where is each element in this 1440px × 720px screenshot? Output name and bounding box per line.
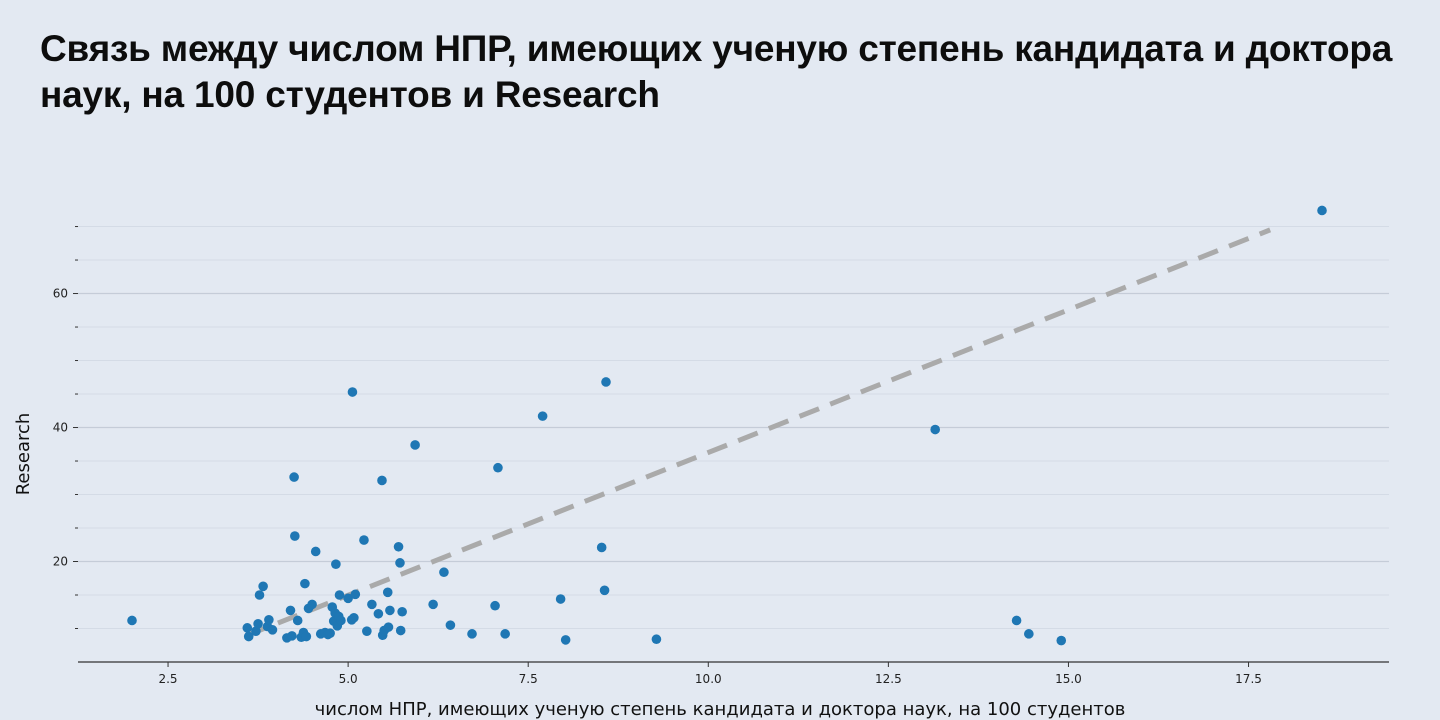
data-point (300, 578, 310, 589)
data-point (410, 440, 420, 450)
data-point (243, 631, 254, 642)
data-point (307, 599, 317, 610)
data-point (349, 612, 359, 623)
data-point (596, 542, 607, 553)
data-point (1011, 615, 1022, 626)
data-point (1056, 635, 1067, 646)
data-point (445, 620, 456, 630)
data-point (310, 546, 321, 557)
data-point (560, 635, 571, 645)
data-point (350, 589, 361, 600)
data-point (493, 462, 503, 473)
y-axis-label: Research (13, 413, 34, 496)
x-tick-label: 7.5 (519, 672, 538, 686)
grid (78, 226, 1389, 630)
data-point (490, 600, 500, 611)
chart-title: Связь между числом НПР, имеющих ученую с… (40, 26, 1420, 118)
chart-title-line-1: Связь между числом НПР, имеющих ученую с… (40, 28, 1393, 69)
data-point (377, 475, 387, 486)
data-point (331, 559, 341, 569)
data-point (267, 625, 278, 635)
data-point (336, 615, 346, 626)
data-point (599, 585, 610, 596)
x-tick-label: 5.0 (339, 672, 358, 686)
data-point (347, 387, 358, 397)
data-point (292, 615, 303, 626)
trend-line (246, 227, 1272, 638)
data-point (385, 605, 395, 616)
data-point (555, 594, 566, 604)
data-point (428, 599, 438, 610)
data-point (467, 629, 477, 639)
data-point (930, 424, 940, 435)
x-tick-label: 12.5 (875, 672, 902, 686)
data-point (290, 531, 300, 541)
data-point (537, 411, 548, 421)
data-point (359, 535, 369, 545)
data-point (439, 567, 449, 578)
data-point (242, 623, 253, 633)
data-point (289, 472, 299, 482)
data-point (393, 541, 404, 552)
data-point (325, 628, 335, 638)
x-axis-ticks: 2.5 5.0 7.5 10.0 12.5 15.0 17.5 (158, 662, 1262, 686)
data-point (395, 625, 406, 636)
chart-title-line-2: наук, на 100 студентов и Research (40, 74, 660, 115)
data-point (343, 593, 353, 604)
x-axis-label: числом НПР, имеющих ученую степень канди… (315, 699, 1126, 720)
data-point (287, 631, 297, 641)
data-point (367, 599, 377, 610)
x-tick-label: 2.5 (158, 672, 177, 686)
x-tick-label: 17.5 (1235, 672, 1262, 686)
data-points (127, 205, 1327, 646)
data-point (301, 631, 312, 642)
x-tick-label: 15.0 (1055, 672, 1082, 686)
data-point (127, 615, 137, 626)
data-point (382, 587, 393, 598)
data-point (362, 626, 372, 636)
data-point (651, 634, 662, 645)
data-point (334, 590, 345, 600)
data-point (253, 619, 263, 629)
data-point (601, 377, 611, 387)
data-point (1024, 629, 1034, 639)
y-tick-label: 60 (53, 287, 68, 301)
data-point (285, 605, 296, 616)
data-point (251, 626, 261, 636)
data-point (254, 590, 265, 600)
data-point (1317, 205, 1327, 216)
data-point (397, 606, 407, 617)
data-point (383, 622, 394, 632)
y-tick-label: 40 (53, 421, 68, 435)
data-point (500, 629, 510, 639)
y-tick-label: 20 (53, 555, 68, 569)
data-point (264, 614, 274, 625)
data-point (373, 608, 384, 619)
y-axis-ticks: 20 40 60 (53, 226, 78, 630)
data-point (395, 558, 405, 568)
data-point (258, 581, 268, 592)
x-tick-label: 10.0 (695, 672, 722, 686)
